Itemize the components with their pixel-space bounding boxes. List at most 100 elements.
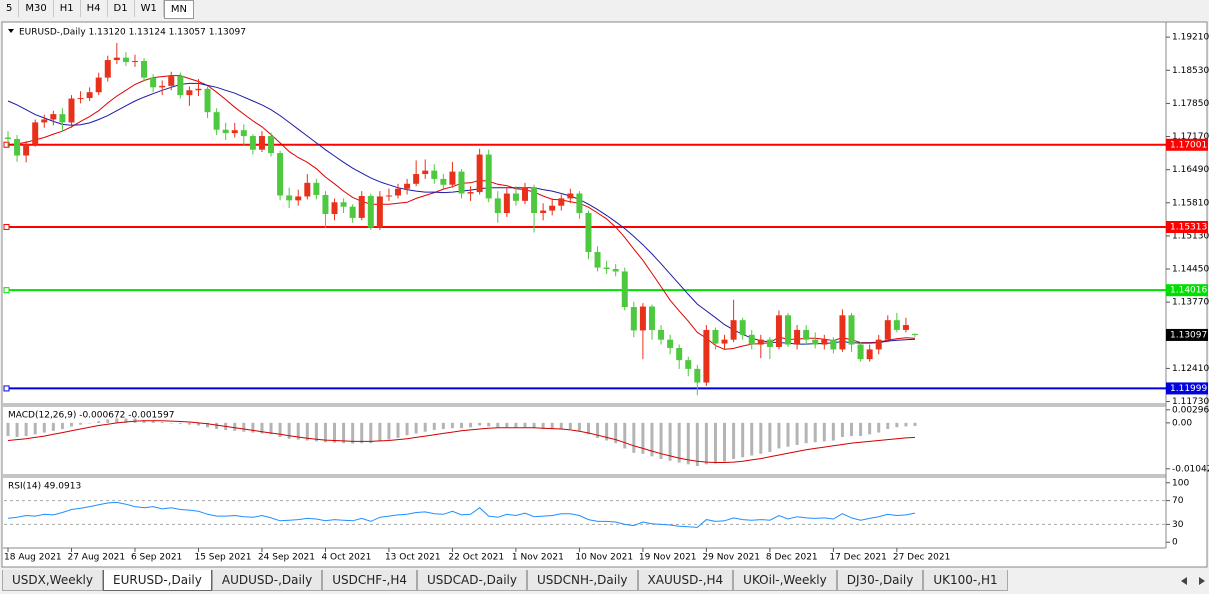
y-tick-label: -0.010422 [1172, 464, 1209, 474]
candle-body [794, 329, 801, 345]
candle-body [449, 171, 456, 185]
x-tick-label: 6 Sep 2021 [131, 553, 182, 563]
candle-body [503, 193, 510, 214]
symbol-tab[interactable]: UK100-,H1 [923, 570, 1008, 591]
macd-bar [124, 418, 128, 423]
candle-body [639, 306, 646, 331]
macd-bar [79, 422, 83, 425]
symbol-tab[interactable]: USDCHF-,H4 [322, 570, 417, 591]
scroll-right[interactable] [1199, 577, 1205, 585]
candle-body [485, 154, 492, 199]
timeframe-button[interactable]: D1 [107, 0, 135, 17]
macd-bar [314, 422, 318, 442]
candle-body [630, 307, 637, 331]
x-tick-label: 1 Nov 2021 [512, 553, 564, 563]
symbol-tab[interactable]: EURUSD-,Daily [103, 570, 212, 591]
collapse-icon[interactable] [8, 29, 14, 33]
candle-body [50, 114, 57, 120]
candle-body [875, 339, 882, 350]
macd-bar [568, 422, 572, 430]
macd-bar [550, 422, 554, 430]
y-tick-label: 1.18530 [1172, 66, 1209, 76]
macd-bar [804, 422, 808, 444]
candle-body [367, 195, 374, 228]
candle-body [277, 153, 284, 196]
symbol-tab[interactable]: AUDUSD-,Daily [211, 570, 323, 591]
price-label-box [1166, 328, 1208, 341]
macd-bar [478, 422, 482, 426]
macd-bar [777, 422, 781, 449]
macd-bar [496, 422, 500, 428]
timeframe-button[interactable]: 5 [0, 0, 20, 17]
candle-body [866, 349, 873, 360]
macd-bar [196, 422, 200, 426]
macd-bar [686, 422, 690, 465]
timeframe-button[interactable]: H4 [80, 0, 108, 17]
macd-bar [405, 422, 409, 436]
macd-bar [822, 422, 826, 442]
y-tick-label: 70 [1172, 496, 1184, 506]
macd-bar [69, 422, 73, 427]
symbol-tabs: USDX,Weekly EURUSD-,Daily AUDUSD-,Daily USD… [2, 570, 1008, 592]
macd-bar [323, 422, 327, 443]
candle-body [240, 130, 247, 137]
candle-body [803, 329, 810, 340]
candle-body [848, 315, 855, 345]
macd-bar [160, 421, 164, 423]
macd-bar [432, 422, 436, 430]
candle-body [122, 57, 129, 62]
macd-bar [695, 422, 699, 467]
symbol-tab[interactable]: USDX,Weekly [2, 570, 103, 591]
symbol-tab[interactable]: XAUUSD-,H4 [637, 570, 734, 591]
macd-bar [387, 422, 391, 440]
candle-body [721, 339, 728, 344]
macd-bar [142, 420, 146, 423]
scroll-left[interactable] [1181, 577, 1187, 585]
chart-window: EURUSD-,Daily 1.13120 1.13124 1.13057 1.… [1, 21, 1209, 568]
timeframe-button[interactable]: W1 [134, 0, 164, 17]
candle-body [476, 154, 483, 193]
candle-body [775, 315, 782, 347]
macd-bar [586, 422, 590, 435]
level-label-box [1166, 382, 1208, 395]
macd-bar [895, 422, 899, 428]
macd-bar [732, 422, 736, 460]
macd-bar [677, 422, 681, 463]
y-tick-label: 1.12410 [1172, 364, 1209, 374]
candle-body [104, 60, 111, 78]
macd-bar [414, 422, 418, 434]
x-tick-label: 17 Dec 2021 [829, 553, 887, 563]
candle-body [612, 269, 619, 272]
symbol-tab[interactable]: USDCAD-,Daily [417, 570, 527, 591]
macd-bar [260, 422, 264, 434]
level-label: 1.11999 [1170, 384, 1207, 394]
candle-body [95, 77, 102, 93]
macd-bar [88, 422, 92, 424]
timeframe-button[interactable]: MN [163, 0, 194, 19]
macd-bar [505, 422, 509, 428]
y-tick-label: 1.19210 [1172, 33, 1209, 43]
symbol-tab[interactable]: UKOil-,Weekly [733, 570, 837, 591]
macd-bar [24, 422, 28, 437]
y-tick-label: 100 [1172, 478, 1189, 488]
candle-body [141, 61, 148, 78]
macd-bar [786, 422, 790, 447]
tab-scroll [1181, 577, 1205, 585]
x-tick-label: 27 Dec 2021 [893, 553, 951, 563]
candle-body [594, 251, 601, 268]
candle-body [766, 339, 773, 347]
macd-bar [115, 418, 119, 423]
timeframe-button[interactable]: H1 [53, 0, 81, 17]
timeframe-button[interactable]: M30 [19, 0, 54, 17]
candle-body [376, 196, 383, 228]
macd-bar [913, 422, 917, 426]
candle-body [204, 88, 211, 113]
symbol-tab[interactable]: USDCNH-,Daily [526, 570, 638, 591]
macd-bar [840, 422, 844, 437]
symbol-tab[interactable]: DJ30-,Daily [836, 570, 924, 591]
candle-body [912, 333, 918, 335]
candle-body [603, 267, 610, 270]
macd-bar [97, 421, 101, 423]
macd-bar [813, 422, 817, 443]
candle-body [748, 334, 755, 345]
